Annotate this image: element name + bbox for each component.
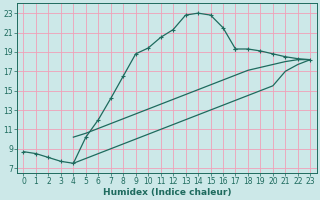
X-axis label: Humidex (Indice chaleur): Humidex (Indice chaleur) [103, 188, 231, 197]
